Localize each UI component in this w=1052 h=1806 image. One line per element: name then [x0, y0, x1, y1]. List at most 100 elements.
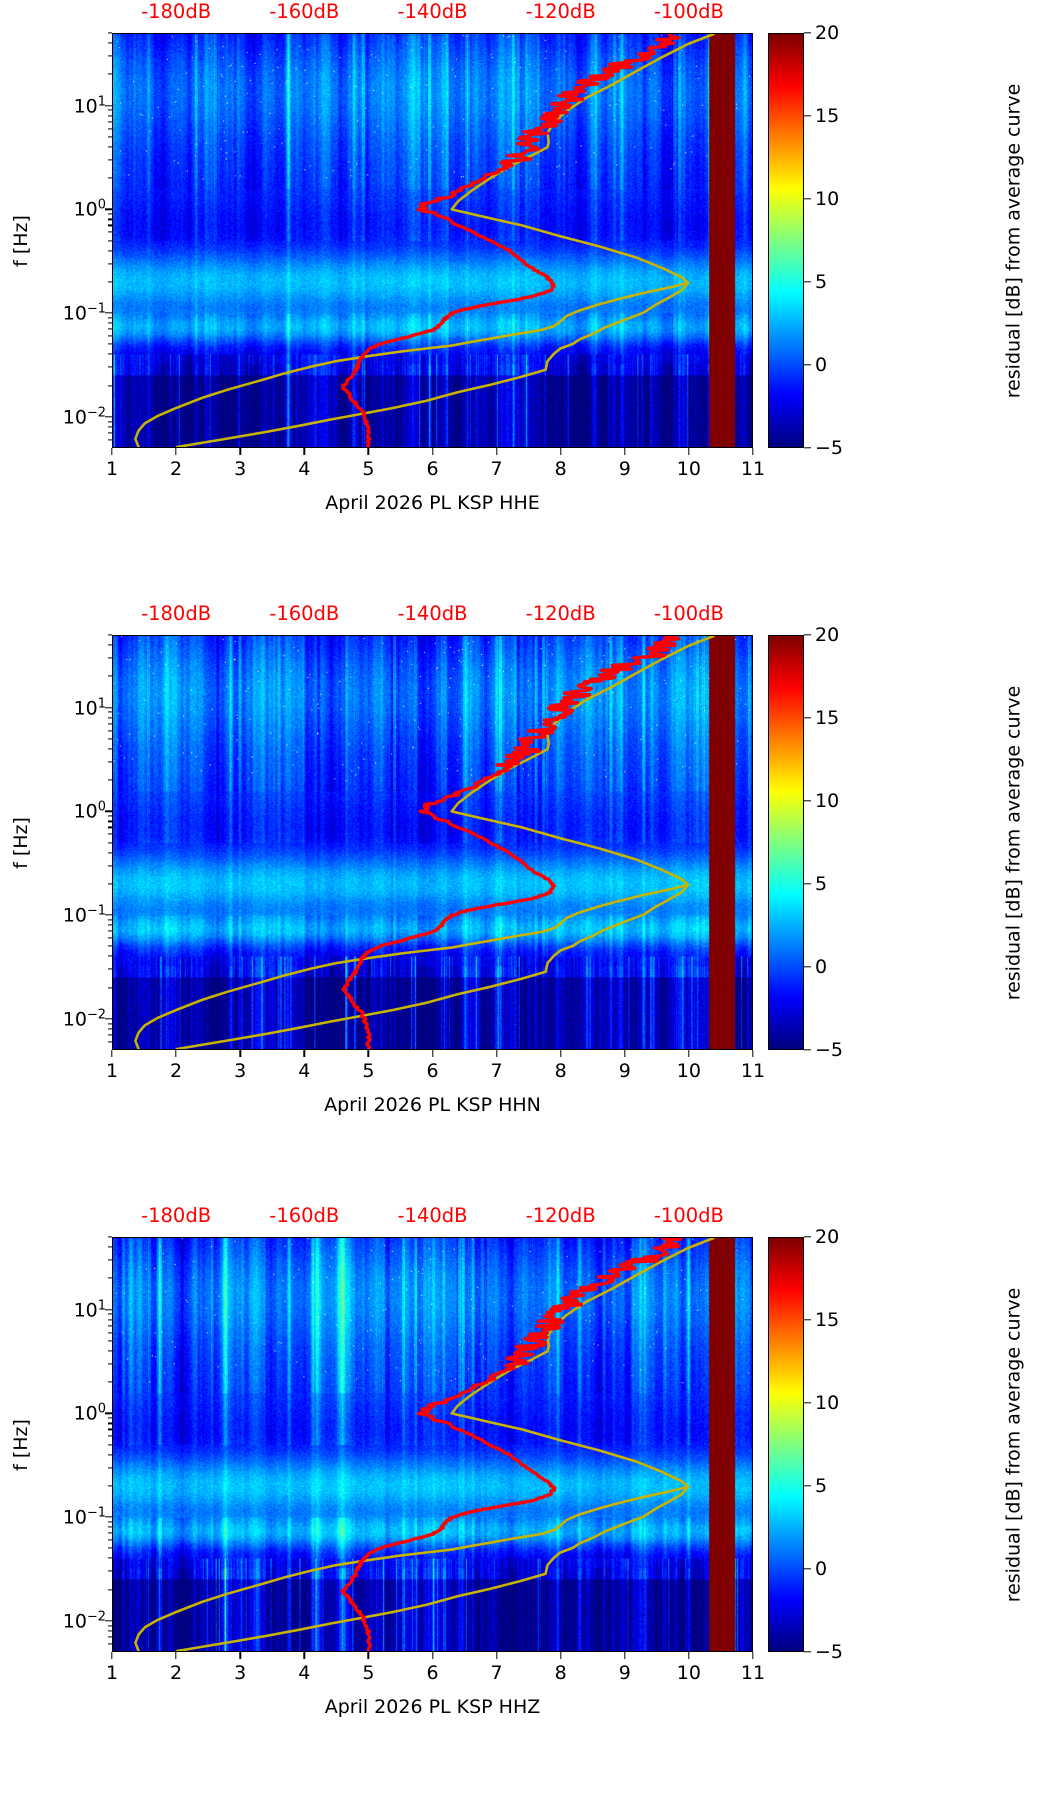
- y-axis-minor-tick: [108, 1539, 112, 1541]
- x-axis-tick-label: 10: [676, 1060, 701, 1082]
- colorbar-tick-mark: [804, 966, 811, 968]
- colorbar-tick-mark: [804, 800, 811, 802]
- x-axis-label: April 2026 PL KSP HHN: [324, 1094, 541, 1116]
- y-axis-label: f [Hz]: [8, 1237, 34, 1652]
- x-axis-tick-label: 4: [298, 1662, 311, 1684]
- y-axis-minor-tick: [108, 218, 112, 220]
- y-axis-tick-labels: 101 100 10−1 10−2: [36, 1237, 106, 1652]
- x-axis-tick-label: 7: [490, 458, 503, 480]
- noise-model-curve-yellow-branch: [544, 281, 690, 372]
- db-axis-tick-label: -140dB: [397, 1204, 468, 1227]
- y-axis-minor-tick: [108, 73, 112, 75]
- y-axis-minor-tick: [108, 1636, 112, 1638]
- y-axis-minor-tick: [108, 109, 112, 111]
- y-axis-tick-mark: [105, 1516, 112, 1518]
- y-axis-minor-tick: [108, 820, 112, 822]
- db-axis-tick-label: -180dB: [141, 602, 212, 625]
- x-axis-label: April 2026 PL KSP HHZ: [324, 1696, 541, 1718]
- x-axis-tick-label: 1: [105, 458, 119, 480]
- colorbar-tick-mark: [804, 281, 811, 283]
- noise-model-curve-yellow: [134, 636, 715, 1049]
- spectrogram-plot-area[interactable]: [112, 33, 753, 448]
- colorbar-label: residual [dB] from average curve: [1000, 33, 1026, 448]
- y-axis-minor-tick: [108, 1526, 112, 1528]
- y-axis-minor-tick: [108, 833, 112, 835]
- y-axis-minor-tick: [108, 1443, 112, 1446]
- curve-overlay: [134, 34, 715, 447]
- y-axis-tick-mark: [105, 208, 112, 210]
- y-axis-minor-tick: [108, 1034, 112, 1036]
- y-axis-minor-tick: [108, 1331, 112, 1334]
- x-axis-tick-mark: [495, 1652, 498, 1659]
- y-axis-tick-mark: [105, 104, 112, 107]
- colorbar-tick-label: 5: [815, 1475, 828, 1497]
- x-axis-tick-mark: [239, 1652, 241, 1659]
- y-axis-tick-label: 100: [73, 197, 106, 221]
- y-axis-minor-tick: [108, 1028, 112, 1030]
- colorbar-tick-label: −5: [815, 1641, 844, 1663]
- y-axis-tick-label: 100: [73, 1401, 106, 1425]
- db-axis-tick-label: -180dB: [141, 1204, 212, 1227]
- y-axis-minor-tick: [108, 231, 112, 233]
- panel-hhe: -180dB -160dB -140dB -120dB -100dB f [Hz] 101 1…: [0, 0, 1052, 602]
- x-axis-tick-mark: [495, 1050, 498, 1057]
- top-db-axis: -180dB -160dB -140dB -120dB -100dB: [112, 1204, 753, 1246]
- y-axis-minor-tick: [108, 815, 112, 817]
- y-axis-minor-tick: [108, 353, 112, 355]
- y-axis-minor-tick: [108, 1547, 112, 1549]
- x-axis-tick-mark: [559, 1652, 562, 1659]
- colorbar-tick-label: −5: [815, 1039, 844, 1061]
- noise-model-curve-yellow: [134, 1238, 715, 1651]
- x-axis-tick-label: 5: [362, 458, 375, 480]
- colorbar-tick-mark: [804, 447, 811, 449]
- spectrogram-plot-area[interactable]: [112, 1237, 753, 1652]
- y-axis-tick-mark: [105, 1412, 112, 1414]
- db-axis-tick-label: -160dB: [269, 602, 340, 625]
- y-axis-tick-mark: [105, 1308, 112, 1311]
- y-axis-minor-tick: [108, 955, 112, 957]
- x-axis-label: April 2026 PL KSP HHE: [325, 492, 540, 514]
- x-axis-tick-label: 11: [740, 1662, 766, 1684]
- y-axis-minor-tick: [108, 841, 112, 844]
- x-axis-tick-mark: [624, 1050, 626, 1057]
- colorbar-gradient: [769, 1238, 803, 1651]
- x-axis-tick-mark: [367, 1050, 370, 1057]
- x-axis-tick-mark: [431, 1050, 434, 1057]
- y-axis-minor-tick: [108, 136, 112, 138]
- y-axis-minor-tick: [108, 1246, 112, 1248]
- y-axis-minor-tick: [108, 716, 112, 719]
- y-axis-tick-mark: [105, 1018, 112, 1020]
- x-axis-tick-label: 1: [105, 1662, 119, 1684]
- colorbar-tick-label: 15: [815, 1309, 840, 1331]
- colorbar-tick-label: 0: [815, 354, 828, 376]
- y-axis-label: f [Hz]: [8, 635, 34, 1050]
- x-axis-tick-mark: [431, 1652, 434, 1659]
- y-axis-tick-label: 101: [73, 695, 106, 720]
- x-axis-tick-label: 11: [740, 1060, 766, 1082]
- y-axis-minor-tick: [108, 281, 112, 283]
- y-axis-minor-tick: [108, 224, 112, 226]
- colorbar-label: residual [dB] from average curve: [1000, 635, 1026, 1050]
- y-axis-minor-tick: [108, 159, 112, 161]
- psd-average-curve-red: [340, 34, 681, 447]
- colorbar-tick-mark: [804, 1485, 811, 1487]
- y-axis-minor-tick: [108, 213, 112, 215]
- db-axis-tick-label: -160dB: [269, 1204, 340, 1227]
- x-axis-tick-label: 4: [298, 458, 311, 480]
- colorbar-tick-label: 5: [815, 873, 828, 895]
- spectrogram-plot-area[interactable]: [112, 635, 753, 1050]
- colorbar-tick-label: 5: [815, 271, 828, 293]
- y-axis-minor-tick: [108, 1453, 112, 1456]
- colorbar-tick-mark: [804, 1651, 811, 1653]
- top-db-axis: -180dB -160dB -140dB -120dB -100dB: [112, 0, 753, 42]
- x-axis-tick-label: 8: [554, 1662, 567, 1684]
- y-axis-minor-tick: [108, 738, 112, 740]
- curve-overlay: [134, 636, 715, 1049]
- db-axis-tick-label: -120dB: [525, 602, 596, 625]
- x-axis-tick-mark: [111, 1652, 113, 1659]
- y-axis-tick-label: 101: [73, 93, 106, 118]
- colorbar-tick-mark: [804, 1319, 811, 1321]
- y-axis-minor-tick: [108, 937, 112, 939]
- y-axis-minor-tick: [108, 930, 112, 932]
- y-axis-minor-tick: [108, 657, 112, 659]
